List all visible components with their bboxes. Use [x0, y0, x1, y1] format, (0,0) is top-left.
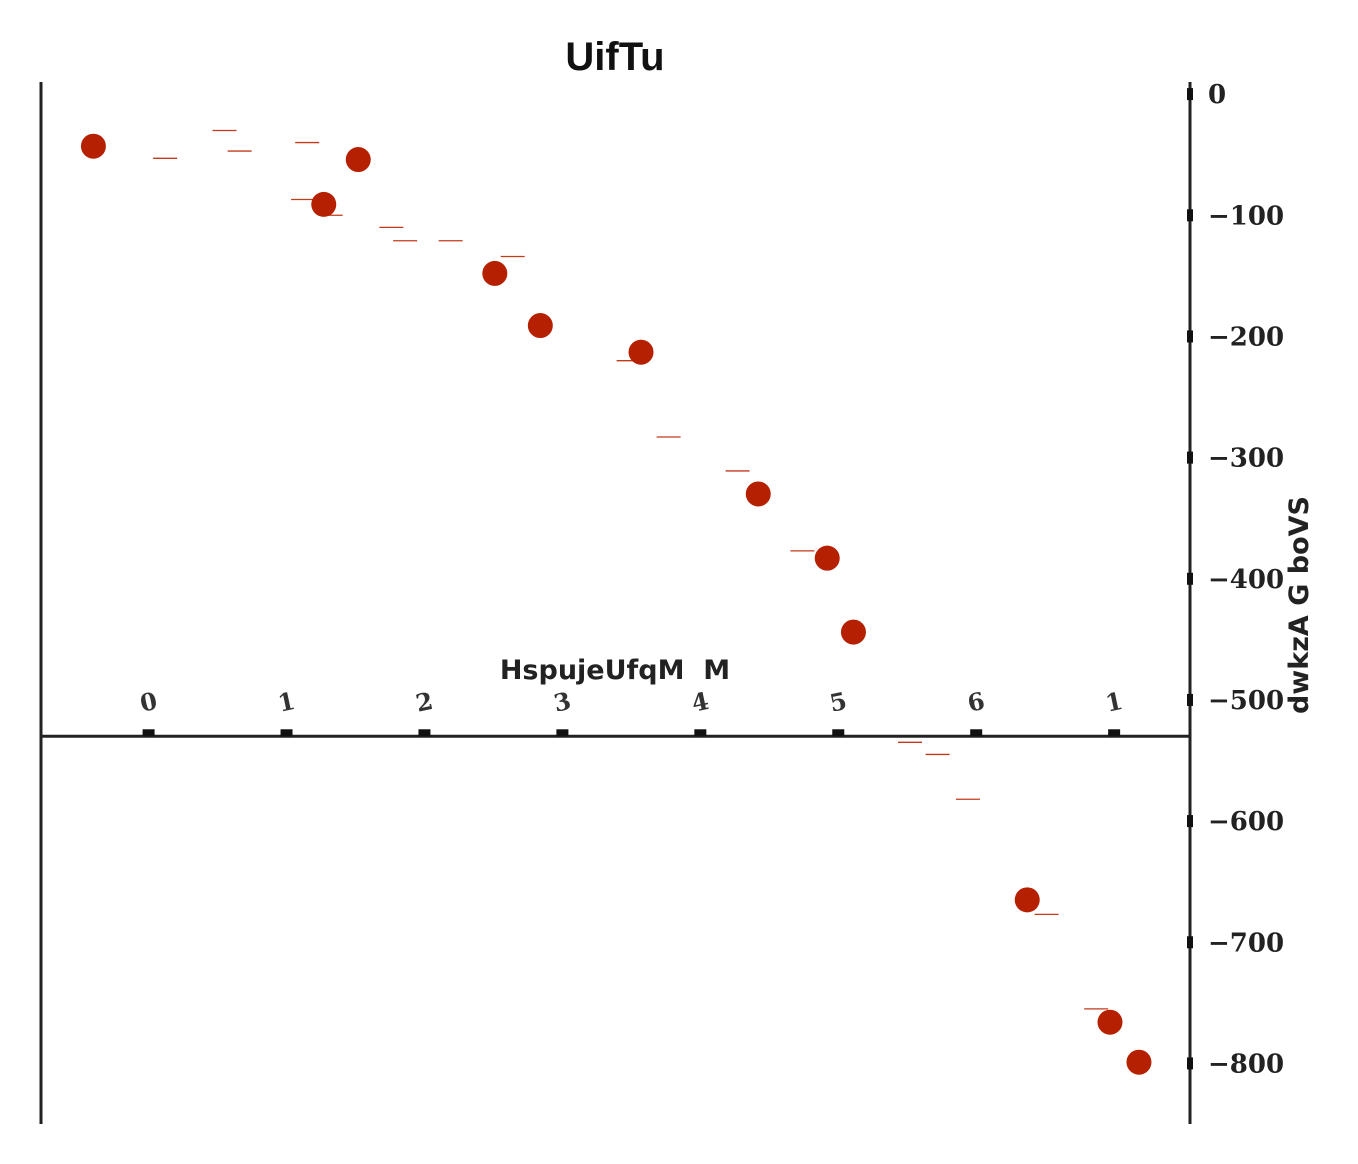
data-point: [840, 619, 866, 645]
y-tick-label: −400: [1208, 565, 1284, 595]
data-point: [80, 133, 106, 159]
y-tick-mark: [1187, 330, 1193, 343]
data-point: [628, 339, 654, 365]
y-tick-mark: [1187, 936, 1193, 949]
y-tick-mark: [1187, 693, 1193, 706]
data-point: [527, 313, 553, 339]
x-tick-label: 5: [827, 686, 849, 718]
y-axis-label: dwkzA G boVS: [1284, 496, 1315, 714]
x-tick-mark: [832, 729, 845, 737]
y-tick-mark: [1187, 572, 1193, 585]
y-tick-label: −600: [1208, 807, 1284, 837]
data-point: [482, 260, 508, 286]
y-tick-label: −100: [1208, 201, 1284, 231]
y-tick-label: −500: [1208, 686, 1284, 716]
y-tick-mark: [1187, 209, 1193, 222]
x-tick-label: 4: [689, 686, 711, 718]
x-tick-mark: [142, 729, 155, 737]
x-axis-label: HspujeUfqM M: [500, 655, 730, 686]
data-point: [1097, 1009, 1123, 1035]
x-tick-mark: [418, 729, 431, 737]
y-tick-label: −200: [1208, 322, 1284, 352]
y-tick-mark: [1187, 1057, 1193, 1070]
y-tick-label: 0: [1208, 80, 1226, 110]
x-tick-mark: [694, 729, 707, 737]
x-tick-label: 2: [413, 686, 435, 718]
x-tick-mark: [280, 729, 293, 737]
x-tick-mark: [1108, 729, 1121, 737]
x-tick-mark: [970, 729, 983, 737]
data-point: [1014, 887, 1040, 913]
x-tick-label: 6: [965, 686, 987, 718]
data-point: [311, 191, 337, 217]
x-tick-label: 1: [275, 686, 297, 718]
y-ticks: 0 −100 −200 −300 −400 −500 −600 −700 −800: [1187, 80, 1284, 1079]
y-tick-label: −700: [1208, 928, 1284, 958]
x-tick-label: 0: [137, 686, 159, 718]
y-tick-label: −800: [1208, 1049, 1284, 1079]
data-marks: [80, 129, 1152, 1075]
y-tick-label: −300: [1208, 444, 1284, 474]
chart-title: UifTu: [565, 35, 664, 79]
data-point: [1126, 1049, 1152, 1075]
x-tick-label: 3: [551, 686, 573, 718]
data-point: [814, 545, 840, 571]
x-tick-mark: [556, 729, 569, 737]
y-tick-mark: [1187, 815, 1193, 828]
x-tick-label: 1: [1103, 686, 1125, 718]
x-ticks: 0 1 2 3 4 5 6 1: [137, 686, 1125, 737]
data-point: [745, 481, 771, 507]
y-tick-mark: [1187, 88, 1193, 101]
data-point: [345, 147, 371, 173]
y-tick-mark: [1187, 451, 1193, 464]
axes: [39, 82, 1192, 1124]
